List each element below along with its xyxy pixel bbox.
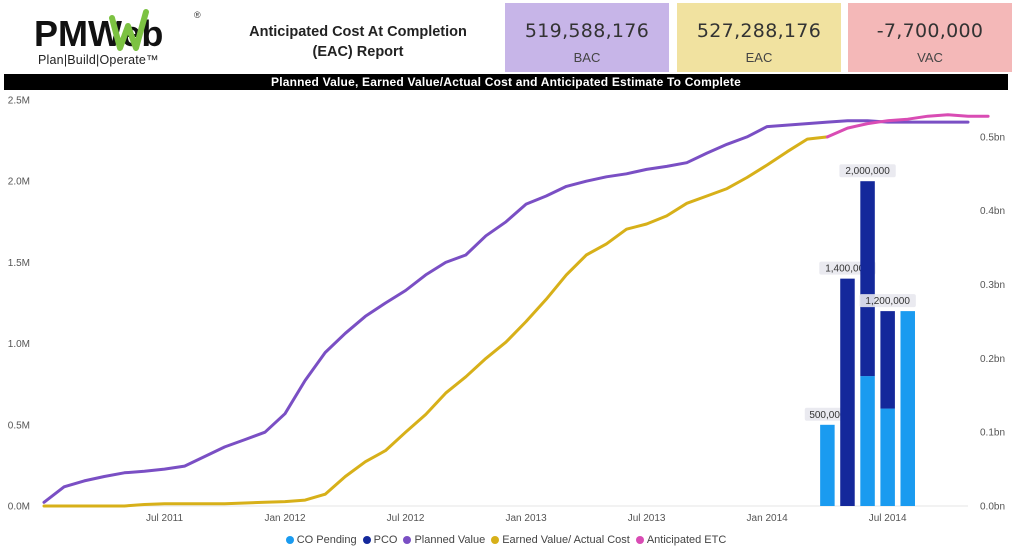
logo-wordmark: PMWeb ®	[34, 9, 201, 52]
chart-legend: CO Pending PCO Planned Value Earned Value/ …	[0, 534, 1012, 546]
logo-swoosh	[109, 9, 149, 51]
y-left-tick-label: 2.0M	[8, 177, 30, 188]
kpi-value-bac: 519,588,176	[524, 20, 650, 42]
bar-data-label: 500,000	[809, 410, 846, 421]
x-tick-label: Jan 2014	[747, 513, 789, 524]
legend-item[interactable]: Earned Value/ Actual Cost	[491, 534, 630, 546]
line-anticipated-etc	[825, 113, 990, 139]
legend-label: Anticipated ETC	[646, 534, 727, 546]
bar-data-label-bg	[804, 407, 850, 421]
legend-label: CO Pending	[296, 534, 357, 546]
x-tick-label: Jul 2013	[628, 513, 666, 524]
legend-label: Planned Value	[414, 534, 486, 546]
y-right-tick-label: 0.1bn	[980, 428, 1005, 439]
kpi-value-vac: -7,700,000	[876, 20, 984, 42]
logo-registered-mark: ®	[194, 10, 201, 20]
y-left-tick-label: 1.0M	[8, 339, 30, 350]
legend-marker-icon	[403, 535, 412, 544]
y-left-tick-label: 0.0M	[8, 502, 30, 513]
line-earned-value-actual-cost	[42, 135, 829, 508]
kpi-label-bac: BAC	[573, 50, 601, 65]
report-header: PMWeb ® Plan|Build|Operate™ Anticipated …	[0, 0, 1012, 74]
eac-chart[interactable]: 0.0M 0.5M 1.0M 1.5M 2.0M 2.5M 0.0bn 0.1bn 0.2bn 0…	[0, 90, 1012, 532]
legend-item[interactable]: CO Pending	[285, 534, 357, 546]
kpi-card-bac[interactable]: 519,588,176 BAC	[505, 3, 669, 72]
bar-co-pending	[820, 424, 835, 506]
x-tick-label: Jan 2013	[506, 513, 548, 524]
y-left-tick-label: 1.5M	[8, 258, 30, 269]
bar-pco	[880, 311, 895, 409]
report-title: Anticipated Cost At Completion (EAC) Rep…	[249, 24, 467, 60]
bar-co-pending	[860, 376, 875, 506]
legend-item[interactable]: PCO	[362, 534, 398, 546]
y-right-tick-label: 0.4bn	[980, 206, 1005, 217]
legend-label: PCO	[373, 534, 398, 546]
y-right-tick-label: 0.3bn	[980, 280, 1005, 291]
y-right-tick-label: 0.2bn	[980, 354, 1005, 365]
line-planned-value	[42, 119, 970, 504]
legend-marker-icon	[635, 535, 644, 544]
y-right-tick-label: 0.0bn	[980, 502, 1005, 513]
chart-title-banner: Planned Value, Earned Value/Actual Cost …	[4, 74, 1008, 90]
kpi-label-vac: VAC	[917, 50, 943, 65]
bar-pco	[840, 278, 855, 506]
legend-item[interactable]: Anticipated ETC	[635, 534, 727, 546]
legend-label: Earned Value/ Actual Cost	[502, 534, 630, 546]
kpi-card-eac[interactable]: 527,288,176 EAC	[677, 3, 841, 72]
bar-co-pending	[900, 311, 915, 506]
bar-data-label: 1,200,000	[865, 296, 910, 307]
legend-item[interactable]: Planned Value	[403, 534, 485, 546]
x-tick-label: Jan 2012	[264, 513, 306, 524]
kpi-label-eac: EAC	[745, 50, 773, 65]
bar-co-pending	[880, 408, 895, 506]
legend-marker-icon	[362, 535, 371, 544]
y-right-tick-label: 0.5bn	[980, 132, 1005, 143]
bar-data-label-bg	[839, 164, 896, 178]
pmweb-logo: PMWeb ® Plan|Build|Operate™	[34, 6, 204, 68]
bar-data-label-bg	[859, 294, 916, 308]
bar-data-label: 2,000,000	[845, 166, 890, 177]
kpi-card-vac[interactable]: -7,700,000 VAC	[848, 3, 1012, 72]
bar-pco	[860, 181, 875, 377]
legend-marker-icon	[491, 535, 500, 544]
legend-marker-icon	[285, 535, 294, 544]
x-tick-label: Jul 2014	[869, 513, 907, 524]
y-left-tick-label: 0.5M	[8, 420, 30, 431]
logo-tagline: Plan|Build|Operate™	[38, 53, 159, 67]
x-tick-label: Jul 2011	[146, 513, 184, 524]
bar-data-label: 1,400,000	[825, 264, 870, 275]
y-left-tick-label: 2.5M	[8, 96, 30, 107]
x-tick-label: Jul 2012	[387, 513, 425, 524]
kpi-value-eac: 527,288,176	[696, 20, 822, 42]
